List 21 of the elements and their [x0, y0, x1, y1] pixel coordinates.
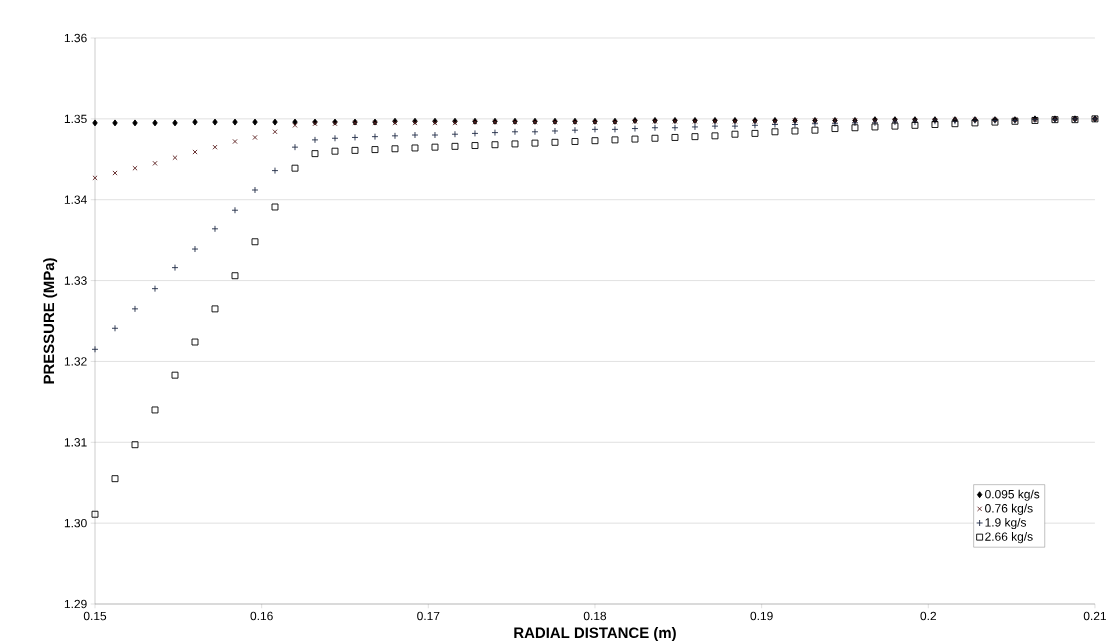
y-tick-label: 1.31 — [64, 438, 87, 447]
x-tick-label: 0.21 — [1083, 611, 1106, 621]
y-tick-label: 1.30 — [64, 518, 87, 528]
x-tick-label: 0.16 — [250, 611, 273, 621]
legend-label: 0.095 kg/s — [985, 489, 1040, 501]
x-tick-label: 0.2 — [920, 611, 936, 621]
y-tick-label: 1.34 — [64, 195, 87, 204]
y-tick-label: 1.29 — [64, 599, 87, 609]
x-tick-label: 0.15 — [83, 611, 107, 621]
legend-label: 2.66 kg/s — [985, 532, 1033, 544]
x-tick-label: 0.18 — [583, 611, 607, 621]
legend-label: 0.76 kg/s — [985, 503, 1033, 515]
y-tick-label: 1.32 — [64, 357, 87, 366]
y-tick-label: 1.35 — [64, 114, 87, 124]
y-tick-label: 1.36 — [64, 33, 87, 43]
legend-label: 1.9 kg/s — [985, 517, 1027, 530]
x-tick-label: 0.19 — [750, 611, 773, 621]
y-tick-label: 1.33 — [64, 276, 87, 285]
y-axis-title: PRESSURE (MPa) — [43, 258, 58, 384]
x-axis-title: RADIAL DISTANCE (m) — [514, 627, 676, 641]
x-tick-label: 0.17 — [417, 611, 440, 621]
